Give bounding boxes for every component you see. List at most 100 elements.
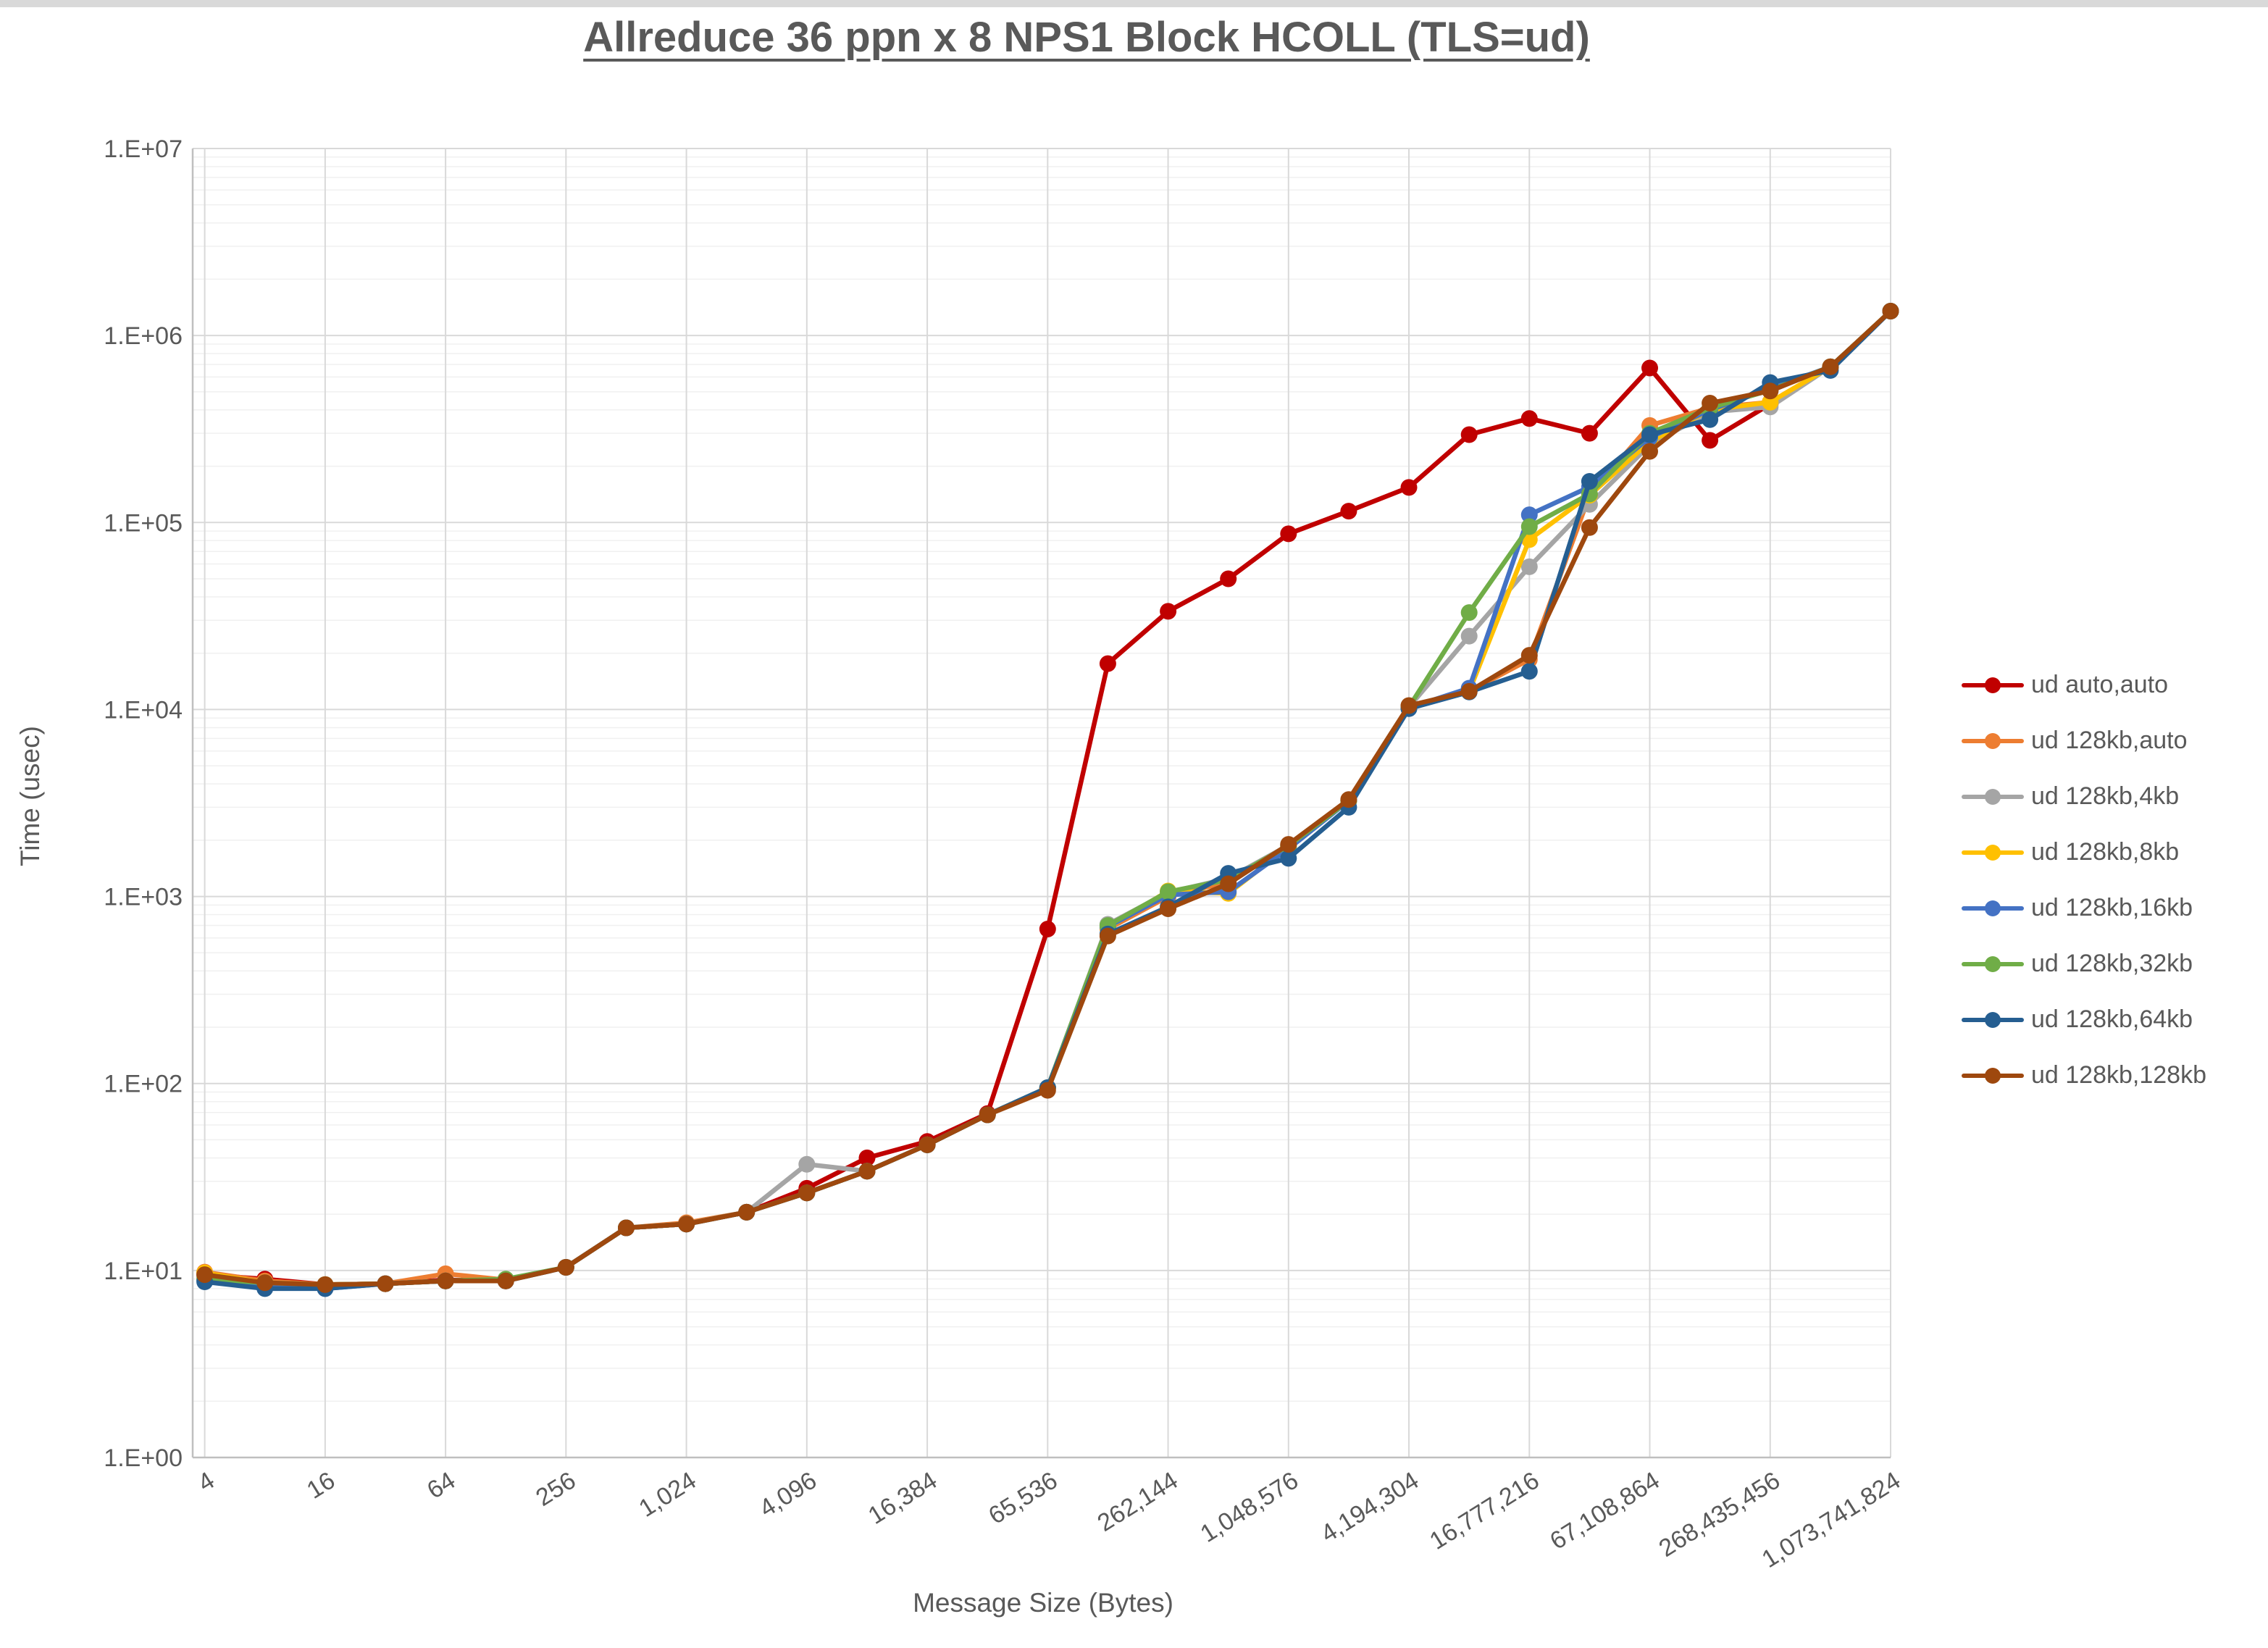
legend-label: ud 128kb,auto: [2031, 727, 2188, 754]
series-marker-ud-auto-auto: [1400, 479, 1418, 496]
x-tick-label: 1,024: [635, 1467, 701, 1523]
series-marker-ud-128kb-128kb: [557, 1259, 574, 1276]
series-marker-ud-128kb-128kb: [738, 1203, 756, 1221]
y-tick-label: 1.E+07: [104, 135, 183, 163]
series-marker-ud-128kb-64kb: [1581, 473, 1598, 490]
y-tick-label: 1.E+06: [104, 322, 183, 350]
series-marker-ud-auto-auto: [1641, 359, 1658, 377]
series-marker-ud-auto-auto: [1280, 525, 1297, 543]
series-marker-ud-128kb-128kb: [196, 1266, 214, 1284]
legend-label: ud 128kb,128kb: [2031, 1061, 2206, 1089]
x-tick-label: 4,194,304: [1316, 1467, 1423, 1548]
legend-label: ud auto,auto: [2031, 671, 2169, 698]
series-marker-ud-128kb-16kb: [1520, 506, 1538, 524]
series-marker-ud-128kb-128kb: [1220, 875, 1237, 892]
series-marker-ud-auto-auto: [1099, 655, 1116, 672]
legend-line-marker-icon: [1962, 844, 2024, 861]
x-tick-label: 64: [422, 1467, 460, 1505]
x-tick-label: 1,048,576: [1196, 1467, 1303, 1548]
series-marker-ud-128kb-128kb: [919, 1136, 936, 1153]
series-marker-ud-128kb-128kb: [1039, 1082, 1056, 1099]
series-marker-ud-auto-auto: [1520, 410, 1538, 427]
series-marker-ud-128kb-128kb: [1762, 382, 1779, 400]
x-tick-label: 262,144: [1092, 1467, 1182, 1537]
series-marker-ud-128kb-128kb: [678, 1216, 695, 1233]
series-marker-ud-auto-auto: [1460, 426, 1478, 443]
legend-item-ud-128kb-16kb: ud 128kb,16kb: [1962, 894, 2206, 922]
series-line-ud-auto-auto: [202, 365, 1773, 1287]
series-marker-ud-auto-auto: [1039, 921, 1056, 937]
series-marker-ud-128kb-128kb: [437, 1272, 454, 1289]
legend-line-marker-icon: [1962, 732, 2024, 749]
x-tick-label: 256: [531, 1467, 580, 1512]
chart-title: Allreduce 36 ppn x 8 NPS1 Block HCOLL (T…: [583, 14, 1590, 61]
x-tick-label: 4: [193, 1467, 219, 1497]
series-marker-ud-128kb-128kb: [798, 1184, 816, 1202]
series-marker-ud-128kb-128kb: [497, 1272, 514, 1289]
series-marker-ud-auto-auto: [1340, 503, 1357, 520]
y-tick-label: 1.E+02: [104, 1071, 183, 1098]
series-marker-ud-128kb-32kb: [1160, 883, 1177, 900]
y-tick-label: 1.E+05: [104, 509, 183, 537]
legend-item-ud-128kb-32kb: ud 128kb,32kb: [1962, 950, 2206, 978]
legend-item-ud-128kb-4kb: ud 128kb,4kb: [1962, 782, 2206, 811]
legend-label: ud 128kb,16kb: [2031, 894, 2193, 921]
y-tick-label: 1.E+00: [104, 1444, 183, 1472]
y-tick-label: 1.E+01: [104, 1258, 183, 1285]
x-tick-label: 4,096: [755, 1467, 821, 1523]
legend-line-marker-icon: [1962, 677, 2024, 693]
legend: ud auto,auto ud 128kb,auto ud 128kb,4kb ud …: [1962, 657, 2206, 1103]
legend-item-ud-128kb-128kb: ud 128kb,128kb: [1962, 1061, 2206, 1089]
x-tick-label: 67,108,864: [1545, 1467, 1664, 1555]
legend-line-marker-icon: [1962, 1011, 2024, 1028]
legend-item-ud-128kb-64kb: ud 128kb,64kb: [1962, 1005, 2206, 1034]
legend-label: ud 128kb,4kb: [2031, 782, 2180, 810]
series-marker-ud-128kb-64kb: [1702, 411, 1719, 428]
series-marker-ud-128kb-64kb: [1280, 850, 1297, 867]
series-marker-ud-128kb-32kb: [1520, 518, 1538, 535]
series-marker-ud-128kb-64kb: [1520, 663, 1538, 680]
series-marker-ud-128kb-128kb: [618, 1219, 635, 1237]
window-top-edge: [0, 0, 2268, 7]
series-marker-ud-auto-auto: [1220, 570, 1237, 587]
series-marker-ud-128kb-128kb: [1340, 791, 1357, 808]
series-marker-ud-auto-auto: [1160, 603, 1177, 620]
series-marker-ud-128kb-4kb: [1460, 627, 1478, 645]
series-marker-ud-128kb-128kb: [256, 1274, 274, 1292]
series-marker-ud-128kb-4kb: [798, 1155, 816, 1173]
legend-label: ud 128kb,32kb: [2031, 950, 2193, 977]
series-marker-ud-128kb-4kb: [1520, 558, 1538, 575]
series-marker-ud-128kb-128kb: [1641, 443, 1658, 460]
series-marker-ud-128kb-128kb: [1822, 358, 1839, 375]
series-marker-ud-auto-auto: [1702, 432, 1719, 449]
series-marker-ud-128kb-128kb: [979, 1106, 996, 1124]
series-marker-ud-128kb-32kb: [1460, 604, 1478, 622]
series-marker-ud-128kb-128kb: [1460, 682, 1478, 700]
legend-line-marker-icon: [1962, 955, 2024, 972]
series-marker-ud-128kb-128kb: [377, 1275, 394, 1292]
legend-line-marker-icon: [1962, 788, 2024, 805]
series-marker-ud-128kb-128kb: [1702, 395, 1719, 411]
legend-label: ud 128kb,64kb: [2031, 1005, 2193, 1033]
y-tick-label: 1.E+03: [104, 884, 183, 911]
series-marker-ud-128kb-128kb: [1280, 836, 1297, 853]
legend-line-marker-icon: [1962, 900, 2024, 916]
series-marker-ud-auto-auto: [858, 1149, 876, 1166]
x-tick-label: 16,384: [863, 1467, 942, 1530]
series-marker-ud-128kb-128kb: [858, 1163, 876, 1180]
legend-item-ud-128kb-auto: ud 128kb,auto: [1962, 727, 2206, 755]
series-marker-ud-128kb-128kb: [1520, 647, 1538, 664]
legend-item-ud-128kb-8kb: ud 128kb,8kb: [1962, 838, 2206, 866]
y-tick-label: 1.E+04: [104, 696, 183, 724]
series-marker-ud-auto-auto: [1581, 424, 1598, 442]
series-marker-ud-128kb-128kb: [1099, 927, 1116, 945]
x-axis-title: Message Size (Bytes): [913, 1588, 1173, 1618]
x-tick-label: 16: [302, 1467, 340, 1505]
x-tick-label: 65,536: [984, 1467, 1062, 1530]
series-marker-ud-128kb-128kb: [1400, 697, 1418, 714]
legend-line-marker-icon: [1962, 1067, 2024, 1084]
series-marker-ud-128kb-128kb: [1160, 900, 1177, 917]
series-marker-ud-128kb-128kb: [317, 1276, 334, 1293]
